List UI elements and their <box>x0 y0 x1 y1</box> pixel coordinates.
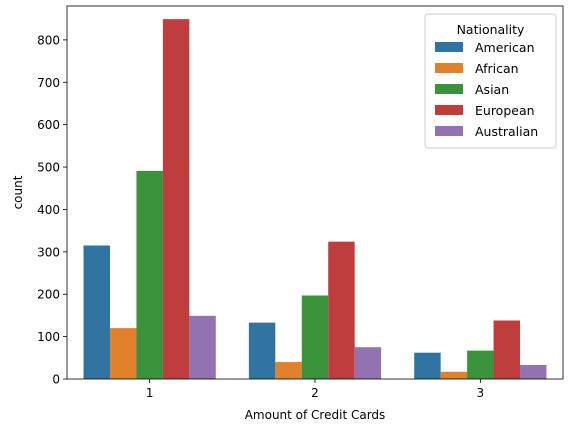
bar-american-2 <box>248 322 276 379</box>
bar-european-3 <box>493 320 521 379</box>
bar-american-3 <box>414 352 441 379</box>
bar-asian-1 <box>136 170 163 379</box>
x-tick-label: 2 <box>311 386 319 400</box>
x-tick-label: 3 <box>477 386 485 400</box>
bar-african-1 <box>109 328 137 379</box>
y-tick-label: 600 <box>37 118 60 132</box>
legend-swatch-american <box>435 42 463 52</box>
bar-european-2 <box>328 241 355 379</box>
x-axis: 1 2 3 <box>146 379 484 400</box>
y-tick-label: 300 <box>37 245 60 259</box>
bar-australian-3 <box>520 365 547 379</box>
y-tick-label: 200 <box>37 288 60 302</box>
bars-layer <box>83 19 547 380</box>
y-tick-label: 100 <box>37 330 60 344</box>
legend-swatch-european <box>435 105 463 115</box>
legend-title: Nationality <box>457 22 525 37</box>
y-tick-label: 800 <box>37 33 60 47</box>
bar-european-1 <box>162 19 190 380</box>
y-tick-label: 0 <box>52 373 60 387</box>
bar-australian-2 <box>354 347 382 379</box>
legend-swatch-australian <box>435 126 463 136</box>
bar-african-2 <box>275 362 302 379</box>
legend-label-european: European <box>475 103 535 118</box>
legend-label-american: American <box>475 40 535 55</box>
legend-label-asian: Asian <box>475 82 509 97</box>
legend-swatch-asian <box>435 84 463 94</box>
bar-australian-1 <box>189 315 216 379</box>
legend-label-african: African <box>475 61 519 76</box>
y-tick-label: 500 <box>37 161 60 175</box>
legend: Nationality American African Asian European A… <box>424 13 557 149</box>
y-tick-label: 700 <box>37 76 60 90</box>
y-axis-label: count <box>11 175 25 209</box>
y-axis: 0 100 200 300 400 500 600 700 800 <box>37 33 67 387</box>
x-axis-label: Amount of Credit Cards <box>245 408 386 422</box>
bar-asian-3 <box>467 350 494 379</box>
bar-african-3 <box>440 371 468 379</box>
legend-swatch-african <box>435 63 463 73</box>
bar-asian-2 <box>301 295 329 379</box>
x-tick-label: 1 <box>146 386 154 400</box>
legend-label-australian: Australian <box>475 124 538 139</box>
bar-american-1 <box>83 245 110 379</box>
y-tick-label: 400 <box>37 203 60 217</box>
